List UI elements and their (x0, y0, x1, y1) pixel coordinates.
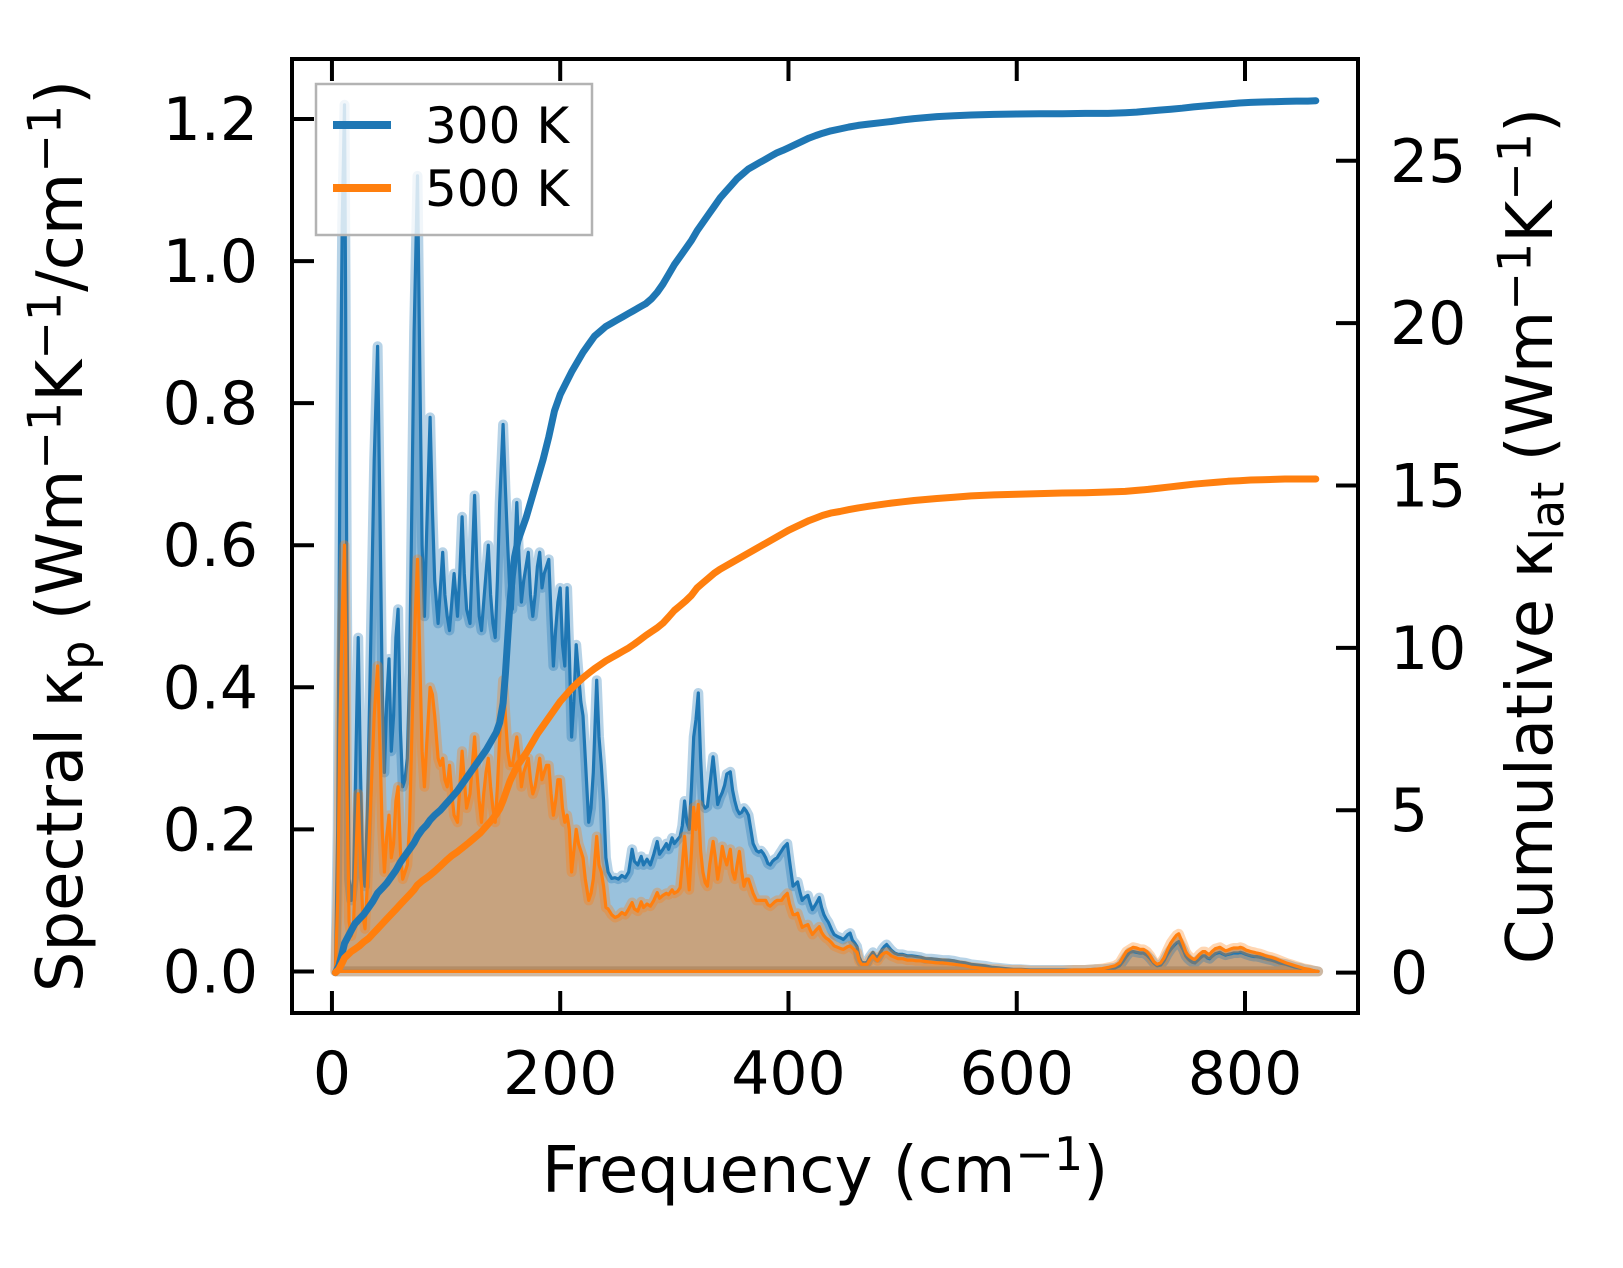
plot-border (290, 57, 1360, 1015)
legend-box (314, 82, 594, 237)
spectral-fill-500K (335, 545, 1319, 972)
y-left-axis-label: Spectral κp (Wm−1K−1/cm−1) (17, 80, 104, 992)
x-tick-label: 200 (503, 1039, 618, 1109)
y-left-tick-label: 0.8 (163, 369, 258, 439)
x-axis: 0 200 400 600 800 (313, 59, 1302, 1109)
x-tick-label: 800 (1188, 1039, 1303, 1109)
legend-entry-500K: 500 K (333, 160, 570, 218)
y-right-axis-label: Cumulative κlat (Wm−1K−1) (1487, 108, 1574, 964)
cumulative-line-500K (331, 475, 1320, 977)
y-right-tick-label: 5 (1390, 776, 1428, 846)
cumulative-line-300K (331, 97, 1320, 977)
spectral-line-500K (333, 543, 1320, 973)
spectral-line-300K (333, 103, 1320, 973)
legend-entry-300K: 300 K (333, 97, 570, 155)
legend-label: 300 K (425, 97, 570, 155)
x-tick-label: 600 (959, 1039, 1074, 1109)
y-left-axis: 0.0 0.2 0.4 0.6 0.8 1.0 1.2 (163, 85, 314, 1007)
y-left-tick-label: 0.0 (163, 937, 258, 1007)
y-right-tick-label: 0 (1390, 939, 1428, 1009)
y-left-tick-label: 0.4 (163, 653, 258, 723)
x-tick-label: 400 (731, 1039, 846, 1109)
y-right-tick-label: 10 (1390, 614, 1466, 684)
x-tick-label: 0 (313, 1039, 351, 1109)
y-right-tick-label: 25 (1390, 127, 1466, 197)
y-right-tick-label: 15 (1390, 452, 1466, 522)
y-left-tick-label: 1.2 (163, 85, 258, 155)
y-right-axis: 0 5 10 15 20 25 (1336, 127, 1466, 1009)
y-left-tick-label: 0.6 (163, 511, 258, 581)
legend-label: 500 K (425, 160, 570, 218)
y-right-tick-label: 20 (1390, 289, 1466, 359)
x-axis-label: Frequency (cm−1) (542, 1127, 1108, 1208)
spectral-fill-300K (335, 104, 1319, 972)
y-left-tick-label: 1.0 (163, 227, 258, 297)
y-left-tick-label: 0.2 (163, 795, 258, 865)
